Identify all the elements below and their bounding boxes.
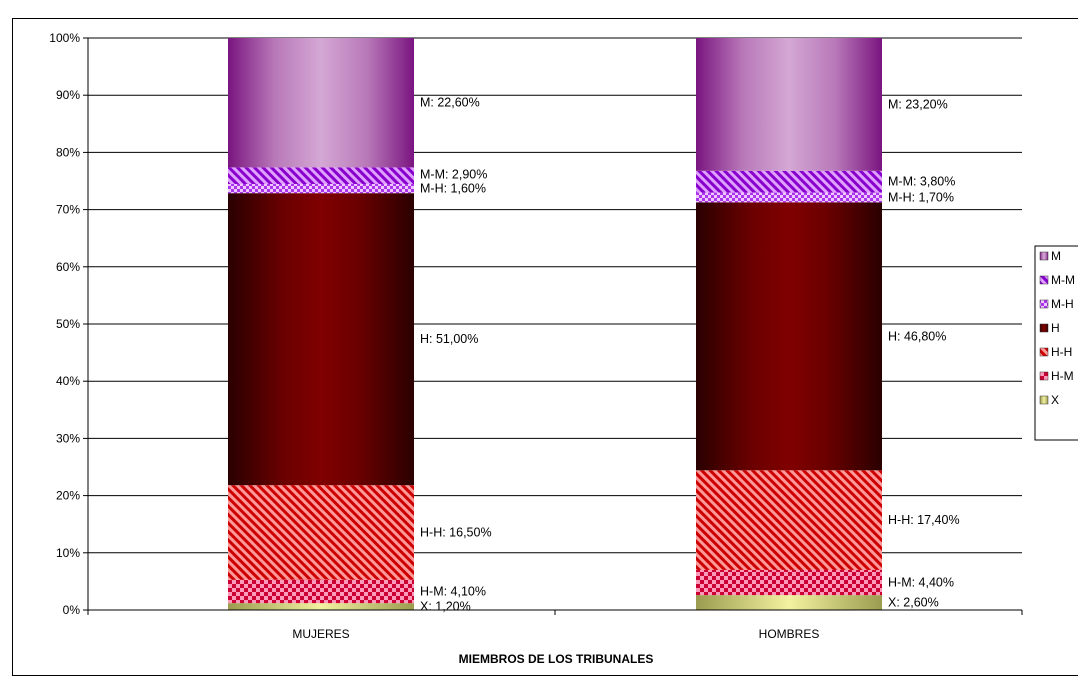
x-axis-title: MIEMBROS DE LOS TRIBUNALES [459, 652, 654, 666]
legend-swatch [1039, 299, 1049, 309]
bar-segment [696, 470, 882, 570]
data-label: H-H: 17,40% [888, 513, 960, 527]
legend-label: H [1051, 321, 1060, 335]
bar-segment [228, 184, 414, 194]
bar-segment [696, 569, 882, 596]
y-tick-label: 60% [56, 260, 80, 274]
data-label: M: 23,20% [888, 97, 948, 111]
legend-swatch [1039, 371, 1049, 381]
legend-swatch [1039, 251, 1049, 261]
bar-segment [228, 167, 414, 185]
bar-segment [228, 603, 414, 610]
legend-label: M-M [1051, 273, 1075, 287]
data-label: M-H: 1,70% [888, 190, 954, 204]
legend-swatch [1039, 275, 1049, 285]
data-label: M-H: 1,60% [420, 182, 486, 196]
chart-frame [12, 18, 1078, 676]
legend-label: H-M [1051, 369, 1074, 383]
bar-segment [228, 193, 414, 486]
bar-segment [228, 485, 414, 580]
legend-label: M-H [1051, 297, 1074, 311]
y-tick-label: 50% [56, 317, 80, 331]
bars [228, 38, 882, 610]
x-category-label: HOMBRES [759, 627, 820, 641]
data-label: H: 46,80% [888, 329, 946, 343]
data-label: X: 2,60% [888, 596, 939, 610]
data-label: H-H: 16,50% [420, 525, 492, 539]
legend-swatch [1039, 323, 1049, 333]
legend-label: H-H [1051, 345, 1072, 359]
y-tick-label: 40% [56, 374, 80, 388]
legend: M M-M M-H H H-H H-M X [1034, 245, 1078, 441]
bar-segment [696, 202, 882, 471]
x-category-label: MUJERES [292, 627, 349, 641]
legend-label: M [1051, 249, 1061, 263]
bar-segment [696, 170, 882, 193]
data-labels: X: 1,20% H-M: 4,10% H-H: 16,50% H: 51,00% M-… [420, 96, 960, 614]
legend-label: X [1051, 393, 1059, 407]
data-label: H-M: 4,10% [420, 584, 486, 598]
y-tick-label: 10% [56, 546, 80, 560]
data-label: M-M: 3,80% [888, 175, 955, 189]
y-tick-label: 80% [56, 145, 80, 159]
bar-segment [228, 579, 414, 604]
y-tick-label: 30% [56, 431, 80, 445]
legend-box [1034, 245, 1078, 441]
legend-swatch [1039, 347, 1049, 357]
y-tick-label: 20% [56, 489, 80, 503]
data-label: M-M: 2,90% [420, 168, 487, 182]
bar-segment [696, 595, 882, 610]
legend-swatch [1039, 395, 1049, 405]
y-tick-label: 70% [56, 203, 80, 217]
data-label: X: 1,20% [420, 600, 471, 614]
bar-segment [696, 38, 882, 171]
bar-segment [228, 38, 414, 168]
y-tick-label: 0% [63, 603, 81, 617]
data-label: M: 22,60% [420, 96, 480, 110]
x-axis: MIEMBROS DE LOS TRIBUNALES MUJERES HOMBRE… [87, 609, 1023, 666]
y-tick-label: 100% [49, 31, 80, 45]
bar-segment [696, 192, 882, 203]
data-label: H: 51,00% [420, 332, 478, 346]
y-axis: 0% 10% 20% 30% 40% 50% 60% 70% 80% 90% 100% [49, 31, 89, 617]
data-label: H-M: 4,40% [888, 576, 954, 590]
y-tick-label: 90% [56, 88, 80, 102]
